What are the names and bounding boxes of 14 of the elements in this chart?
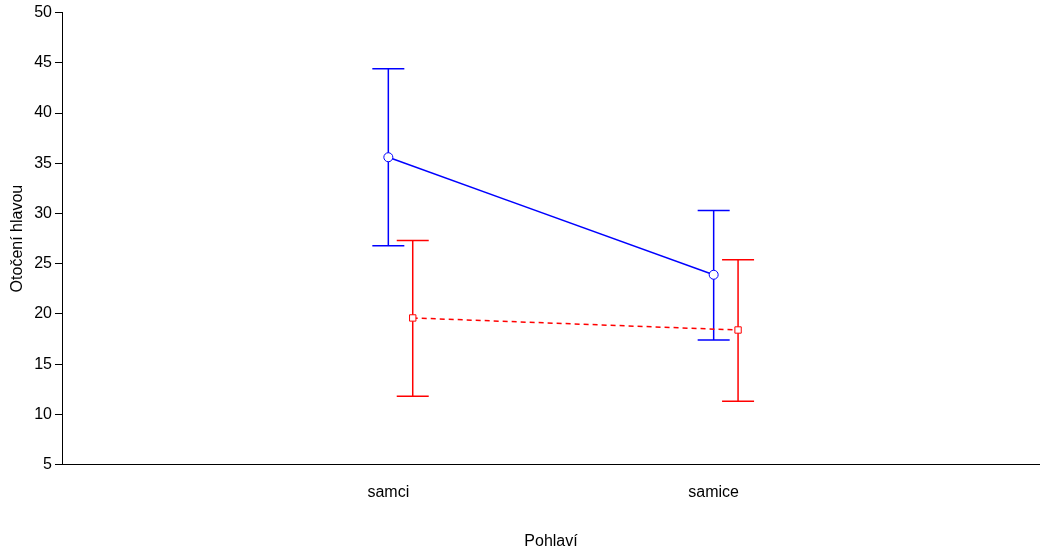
y-tick-label: 25 — [34, 254, 53, 272]
y-tick-label: 5 — [43, 455, 53, 473]
y-tick-label: 35 — [34, 153, 53, 171]
y-tick-label: 50 — [34, 3, 53, 21]
y-tick-label: 30 — [34, 203, 53, 221]
x-tick-label: samci — [367, 482, 410, 500]
y-tick-label: 20 — [34, 304, 53, 322]
y-tick-label: 45 — [34, 53, 53, 71]
x-axis-title: Pohlaví — [524, 531, 579, 549]
x-tick-label: samice — [688, 482, 740, 500]
y-tick-label: 15 — [34, 354, 53, 372]
y-axis-title: Otočení hlavou — [8, 184, 26, 293]
y-tick-label: 40 — [34, 103, 53, 121]
y-tick-label: 10 — [34, 404, 53, 422]
